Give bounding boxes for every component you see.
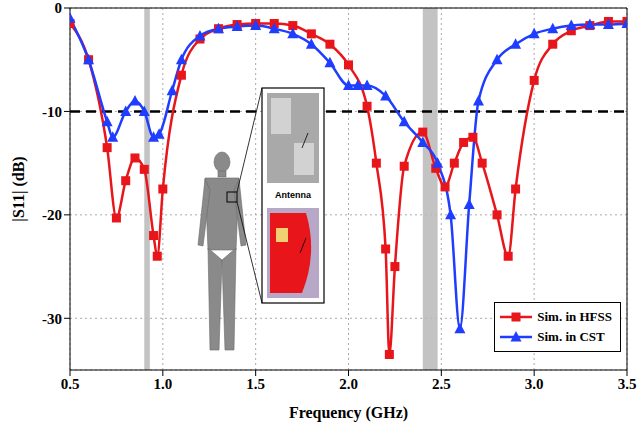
- html-text:Sim. in CST: Sim. in CST: [537, 329, 605, 344]
- svg-text:1.0: 1.0: [153, 376, 172, 392]
- svg-text:Antenna: Antenna: [275, 190, 312, 200]
- svg-text:3.5: 3.5: [618, 376, 637, 392]
- html-text:Sim. in HFSS: Sim. in HFSS: [537, 309, 612, 324]
- svg-text:1.5: 1.5: [246, 376, 265, 392]
- svg-text:2.5: 2.5: [432, 376, 451, 392]
- svg-text:0: 0: [55, 0, 63, 16]
- svg-text:|S11| (dB): |S11| (dB): [10, 156, 28, 221]
- svg-text:Frequency (GHz): Frequency (GHz): [289, 404, 408, 422]
- svg-text:3.0: 3.0: [525, 376, 544, 392]
- svg-text:-30: -30: [42, 311, 62, 327]
- svg-text:-10: -10: [42, 104, 62, 120]
- svg-text:-20: -20: [42, 207, 62, 223]
- svg-text:2.0: 2.0: [339, 376, 358, 392]
- svg-text:0.5: 0.5: [61, 376, 80, 392]
